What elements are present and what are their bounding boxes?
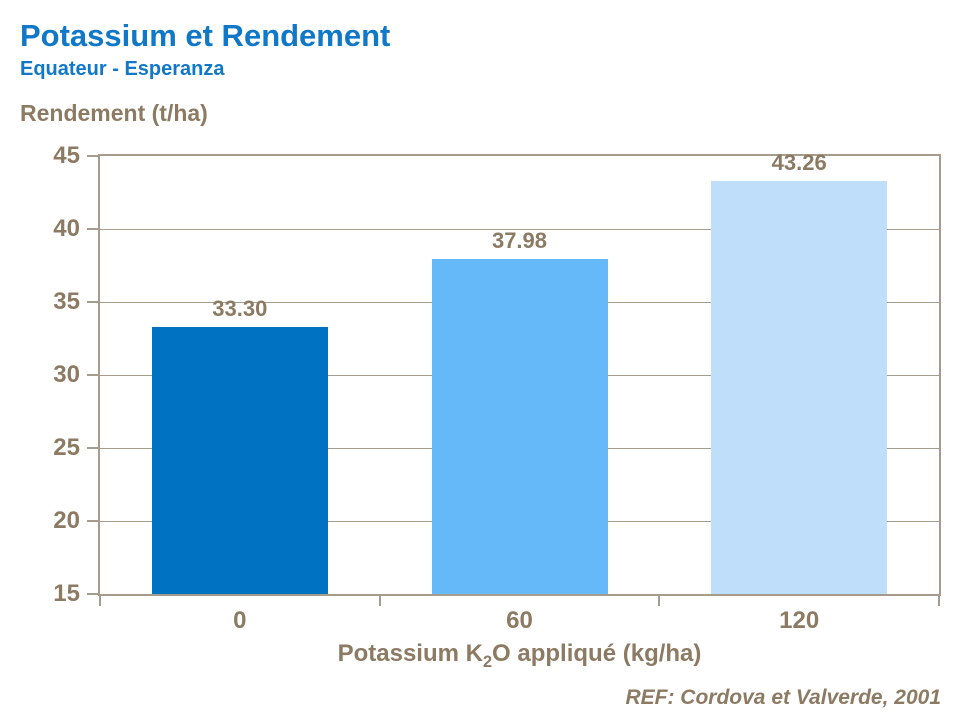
bar-value-label: 43.26 xyxy=(771,150,827,176)
y-axis-tick-25 xyxy=(87,447,98,449)
x-category-label: 120 xyxy=(779,607,820,634)
x-axis-tick xyxy=(378,596,381,606)
y-axis-title: Rendement (t/ha) xyxy=(20,100,208,126)
x-axis-tick xyxy=(658,596,661,606)
y-axis-tick-label: 40 xyxy=(53,215,80,242)
plot-area: 33.30 37.98 43.26 xyxy=(98,150,941,596)
x-axis-tick xyxy=(99,596,101,606)
y-axis-tick-40 xyxy=(87,228,98,230)
bar-120 xyxy=(711,181,888,594)
x-axis-title-prefix: Potassium K xyxy=(337,640,483,667)
y-axis-tick-20 xyxy=(87,520,98,522)
page-title: Potassium et Rendement xyxy=(20,18,391,53)
bar-value-label: 33.30 xyxy=(212,295,268,321)
x-axis-tick xyxy=(938,596,940,606)
bar-0 xyxy=(151,326,328,594)
y-axis-tick-label: 20 xyxy=(53,507,80,534)
y-axis-tick-15 xyxy=(87,593,98,595)
page-subtitle: Equateur - Esperanza xyxy=(20,58,225,80)
gridline-40 xyxy=(100,228,939,230)
bar-60 xyxy=(431,258,608,594)
y-axis-tick-label: 30 xyxy=(53,361,80,388)
bar-value-label: 37.98 xyxy=(491,227,548,253)
x-category-label: 60 xyxy=(506,607,533,634)
y-axis-tick-30 xyxy=(87,374,98,376)
x-axis-title-subscript: 2 xyxy=(482,652,493,671)
y-axis-tick-label: 25 xyxy=(53,434,80,461)
x-category-label: 0 xyxy=(233,607,247,634)
x-axis-title-suffix: O appliqué (kg/ha) xyxy=(492,640,702,667)
reference-text: REF: Cordova et Valverde, 2001 xyxy=(625,686,941,709)
y-axis-tick-label: 15 xyxy=(53,580,80,607)
y-axis-tick-label: 45 xyxy=(53,142,80,169)
y-axis-tick-label: 35 xyxy=(53,288,80,315)
y-axis-tick-35 xyxy=(87,301,98,303)
x-axis-title: Potassium K2O appliqué (kg/ha) xyxy=(98,640,941,672)
y-axis-tick-45 xyxy=(87,155,98,157)
